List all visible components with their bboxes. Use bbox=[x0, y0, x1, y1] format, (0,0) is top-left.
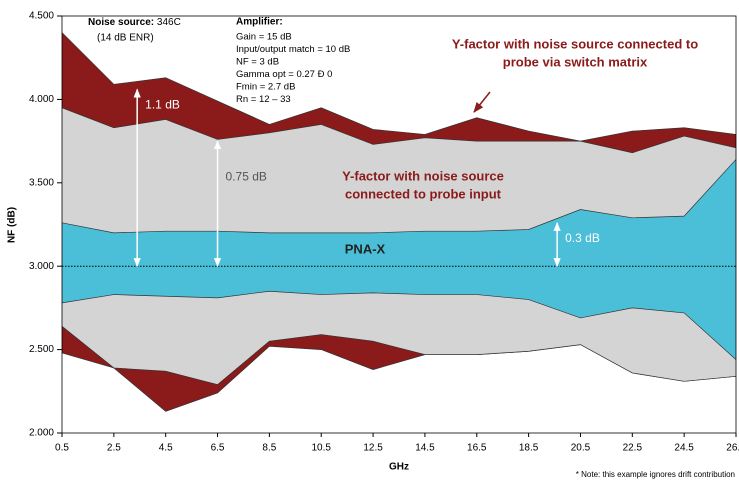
x-tick-label: 14.5 bbox=[415, 443, 435, 454]
x-tick-label: 20.5 bbox=[571, 443, 591, 454]
x-tick-label: 8.5 bbox=[262, 443, 276, 454]
annotation-label: 1.1 dB bbox=[145, 98, 180, 112]
x-tick-label: 10.5 bbox=[311, 443, 331, 454]
y-tick-label: 4.000 bbox=[29, 94, 54, 105]
callout-arrow bbox=[473, 91, 491, 113]
noise-source-value: 346C bbox=[157, 17, 181, 28]
amplifier-line: Gamma opt = 0.27 Ð 0 bbox=[236, 69, 332, 80]
amplifier-line: Rn = 12 – 33 bbox=[236, 94, 291, 105]
series-label: connected to probe input bbox=[345, 186, 502, 201]
series-label: Y-factor with noise source bbox=[342, 168, 504, 183]
series-label: probe via switch matrix bbox=[503, 54, 648, 69]
y-tick-label: 3.000 bbox=[29, 261, 54, 272]
band-edge bbox=[61, 290, 737, 360]
x-tick-label: 0.5 bbox=[55, 443, 69, 454]
plot-border bbox=[61, 15, 737, 434]
x-tick-label: 16.5 bbox=[467, 443, 487, 454]
y-tick-label: 3.500 bbox=[29, 177, 54, 188]
band-edge bbox=[61, 107, 737, 154]
series-label: PNA-X bbox=[345, 241, 386, 256]
y-axis-label: NF (dB) bbox=[7, 207, 18, 243]
footnote: * Note: this example ignores drift contr… bbox=[576, 470, 735, 479]
annotation-label: 0.75 dB bbox=[226, 169, 267, 183]
x-tick-label: 26.5 bbox=[726, 443, 739, 454]
band-edge bbox=[61, 325, 737, 386]
x-tick-label: 24.5 bbox=[674, 443, 694, 454]
band-edge bbox=[61, 32, 737, 142]
amplifier-line: NF = 3 dB bbox=[236, 57, 279, 68]
band-edge bbox=[61, 159, 737, 234]
y-tick-label: 4.500 bbox=[29, 11, 54, 22]
amplifier-line: Input/output match = 10 dB bbox=[236, 44, 350, 55]
x-tick-label: 2.5 bbox=[107, 443, 121, 454]
y-tick-label: 2.500 bbox=[29, 344, 54, 355]
noise-source: Noise source: 346C bbox=[88, 17, 181, 28]
band-fill bbox=[62, 159, 736, 360]
amplifier-line: Fmin = 2.7 dB bbox=[236, 82, 295, 93]
annotation-label: 0.3 dB bbox=[565, 231, 600, 245]
x-tick-label: 18.5 bbox=[519, 443, 539, 454]
x-tick-label: 12.5 bbox=[363, 443, 383, 454]
x-tick-label: 4.5 bbox=[159, 443, 173, 454]
noise-source-enr: (14 dB ENR) bbox=[97, 33, 154, 44]
amplifier-line: Gain = 15 dB bbox=[236, 32, 292, 43]
y-tick-label: 2.000 bbox=[29, 428, 54, 439]
series-label: Y-factor with noise source connected to bbox=[452, 36, 698, 51]
x-tick-label: 6.5 bbox=[211, 443, 225, 454]
amplifier-title: Amplifier: bbox=[236, 17, 283, 28]
x-tick-label: 22.5 bbox=[623, 443, 643, 454]
x-axis-label: GHz bbox=[389, 462, 409, 473]
noise-source-label: Noise source: bbox=[88, 17, 154, 28]
